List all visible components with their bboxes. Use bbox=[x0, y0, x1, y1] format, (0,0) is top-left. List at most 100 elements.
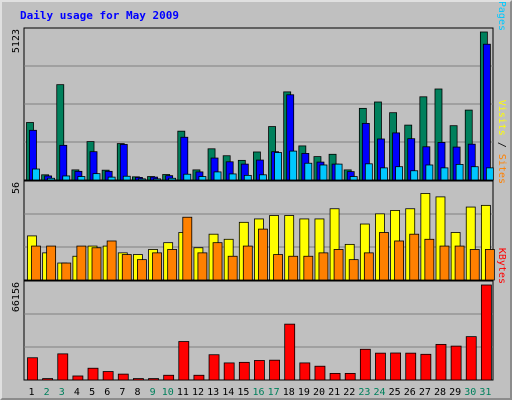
bar-kbytes-day-4 bbox=[72, 375, 84, 381]
bar-kbytes-day-20 bbox=[314, 365, 326, 381]
bar-pages-day-22 bbox=[349, 176, 358, 181]
bar-pages-day-7 bbox=[122, 175, 131, 181]
bar-sites-day-9 bbox=[152, 252, 162, 281]
x-label-day-16: 16 bbox=[252, 387, 264, 398]
bar-kbytes-day-16 bbox=[254, 360, 265, 381]
bar-sites-day-22 bbox=[348, 259, 359, 281]
bar-sites-day-20 bbox=[318, 252, 329, 281]
x-label-day-17: 17 bbox=[268, 387, 280, 398]
x-label-day-5: 5 bbox=[89, 387, 95, 398]
bar-kbytes-day-1 bbox=[27, 357, 38, 381]
x-label-day-15: 15 bbox=[237, 387, 249, 398]
bar-kbytes-day-27 bbox=[420, 353, 432, 381]
bar-pages-day-28 bbox=[440, 167, 449, 181]
x-label-day-23: 23 bbox=[358, 387, 370, 398]
series-legend: Visits / Sites bbox=[496, 100, 507, 184]
bar-kbytes-day-12 bbox=[193, 374, 205, 381]
panel-kbytes: 66156 KBytes bbox=[11, 248, 507, 381]
y-max-label: 5123 bbox=[11, 29, 22, 53]
chart-panels: 5123 Hits / Files / Pages 56 Visits / Sites… bbox=[11, 2, 507, 381]
bar-pages-day-30 bbox=[470, 166, 479, 181]
bar-sites-day-11 bbox=[182, 216, 193, 281]
bar-kbytes-day-9 bbox=[148, 378, 159, 381]
bar-kbytes-day-31 bbox=[480, 284, 492, 381]
bar-kbytes-day-17 bbox=[269, 359, 280, 381]
bar-sites-day-4 bbox=[76, 245, 87, 281]
x-label-day-29: 29 bbox=[449, 387, 461, 398]
bar-kbytes-day-26 bbox=[405, 352, 417, 381]
bar-pages-day-12 bbox=[198, 176, 207, 181]
bar-kbytes-day-2 bbox=[42, 378, 54, 381]
bar-pages-day-24 bbox=[380, 167, 388, 181]
bar-pages-day-14 bbox=[228, 173, 237, 181]
x-label-day-10: 10 bbox=[162, 387, 174, 398]
bar-sites-day-23 bbox=[363, 252, 374, 281]
legend-part: Sites bbox=[496, 154, 507, 184]
bar-pages-day-21 bbox=[334, 163, 343, 181]
bar-kbytes-day-10 bbox=[163, 374, 175, 381]
series-legend: KBytes bbox=[496, 248, 507, 284]
x-label-day-20: 20 bbox=[313, 387, 325, 398]
bar-sites-day-27 bbox=[424, 238, 435, 281]
x-label-day-11: 11 bbox=[177, 387, 189, 398]
legend-part: / bbox=[496, 136, 507, 154]
bar-kbytes-day-15 bbox=[238, 361, 250, 381]
bar-sites-day-26 bbox=[409, 233, 420, 281]
bar-pages-day-19 bbox=[304, 162, 313, 181]
x-label-day-22: 22 bbox=[343, 387, 355, 398]
bar-pages-day-29 bbox=[455, 163, 464, 181]
series-legend: Hits / Files / Pages bbox=[496, 2, 507, 31]
bar-pages-day-2 bbox=[47, 177, 56, 181]
x-label-day-9: 9 bbox=[150, 387, 156, 398]
bar-sites-day-10 bbox=[167, 249, 178, 281]
x-label-day-26: 26 bbox=[404, 387, 416, 398]
bar-sites-day-6 bbox=[106, 240, 117, 281]
x-label-day-12: 12 bbox=[192, 387, 204, 398]
x-label-day-3: 3 bbox=[59, 387, 65, 398]
bar-files-day-7 bbox=[119, 144, 128, 181]
bar-pages-day-5 bbox=[92, 173, 101, 181]
chart-title: Daily usage for May 2009 bbox=[20, 9, 179, 22]
x-label-day-21: 21 bbox=[328, 387, 340, 398]
bar-sites-day-3 bbox=[61, 262, 72, 281]
bar-pages-day-11 bbox=[183, 173, 192, 181]
bar-sites-day-25 bbox=[394, 240, 404, 281]
bar-pages-day-20 bbox=[319, 164, 328, 181]
bar-pages-day-26 bbox=[410, 170, 419, 181]
bar-kbytes-day-11 bbox=[178, 341, 190, 381]
bar-kbytes-day-8 bbox=[133, 378, 144, 381]
bar-kbytes-day-7 bbox=[117, 373, 129, 381]
x-label-day-28: 28 bbox=[434, 387, 446, 398]
legend-part: Visits bbox=[496, 100, 507, 136]
bar-sites-day-2 bbox=[46, 245, 57, 281]
panel-hits-files-pages: 5123 Hits / Files / Pages bbox=[11, 2, 507, 181]
bar-sites-day-8 bbox=[137, 259, 147, 281]
bar-kbytes-day-22 bbox=[344, 372, 356, 381]
bar-pages-day-8 bbox=[138, 178, 146, 181]
bar-sites-day-1 bbox=[31, 245, 41, 281]
x-label-day-31: 31 bbox=[479, 387, 491, 398]
bar-sites-day-5 bbox=[91, 247, 102, 281]
bar-files-day-3 bbox=[59, 144, 68, 181]
bar-pages-day-9 bbox=[153, 178, 161, 181]
bar-files-day-31 bbox=[482, 43, 491, 181]
bar-kbytes-day-5 bbox=[87, 367, 99, 381]
bar-sites-day-28 bbox=[439, 245, 450, 281]
bar-kbytes-day-18 bbox=[284, 323, 296, 381]
bar-kbytes-day-29 bbox=[450, 345, 462, 381]
x-label-day-19: 19 bbox=[298, 387, 310, 398]
bar-pages-day-6 bbox=[107, 176, 116, 181]
bar-kbytes-day-23 bbox=[359, 348, 371, 381]
bar-kbytes-day-14 bbox=[223, 362, 235, 381]
bar-pages-day-3 bbox=[62, 175, 71, 181]
legend-part: KBytes bbox=[496, 248, 507, 284]
y-max-label: 66156 bbox=[11, 282, 22, 312]
bar-sites-day-18 bbox=[288, 255, 299, 281]
bar-pages-day-25 bbox=[395, 166, 403, 181]
bar-sites-day-12 bbox=[197, 252, 208, 281]
bar-pages-day-13 bbox=[213, 171, 222, 181]
legend-part: Pages bbox=[496, 2, 507, 31]
panel-visits-sites: 56 Visits / Sites bbox=[11, 100, 507, 281]
